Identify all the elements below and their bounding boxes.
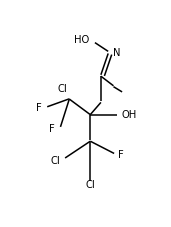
Text: F: F bbox=[118, 150, 124, 160]
Text: F: F bbox=[49, 124, 55, 134]
Text: HO: HO bbox=[74, 35, 90, 45]
Text: Cl: Cl bbox=[85, 180, 95, 190]
Text: F: F bbox=[36, 103, 42, 113]
Text: OH: OH bbox=[121, 110, 137, 120]
Text: Cl: Cl bbox=[51, 156, 61, 166]
Text: Cl: Cl bbox=[57, 84, 67, 94]
Text: N: N bbox=[114, 48, 121, 58]
